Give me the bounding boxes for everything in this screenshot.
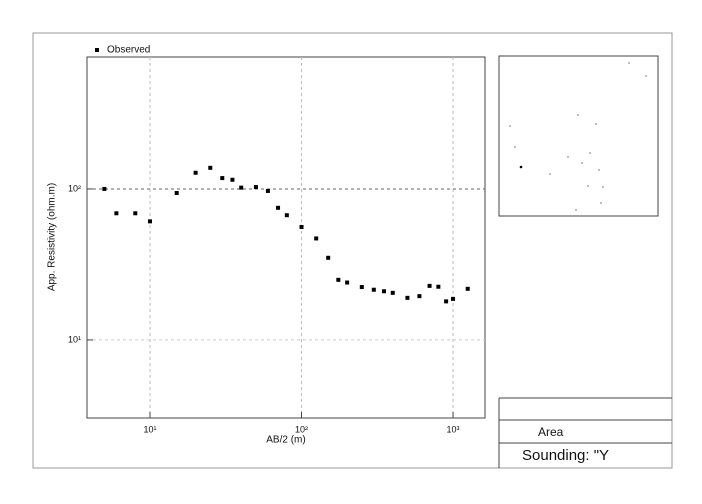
data-point: [371, 287, 376, 292]
data-point: [276, 205, 281, 210]
data-point: [174, 190, 179, 195]
y-tick-label: 10¹: [68, 334, 81, 344]
info-panel: [498, 397, 672, 468]
legend-label: Observed: [107, 45, 150, 56]
data-point: [284, 213, 289, 218]
sounding-label: Sounding: "Y: [522, 447, 609, 464]
area-label: Area: [538, 425, 564, 439]
data-point: [436, 284, 441, 289]
location-map: [498, 55, 659, 217]
data-point: [326, 255, 331, 260]
data-point: [147, 219, 152, 224]
data-point: [444, 299, 449, 304]
data-point: [359, 285, 364, 290]
data-point: [405, 295, 410, 300]
data-point: [465, 286, 470, 291]
data-point: [253, 185, 258, 190]
data-point: [427, 283, 432, 288]
y-tick-label: 10²: [68, 183, 81, 193]
data-point: [390, 290, 395, 295]
data-point: [230, 177, 235, 182]
data-point: [299, 224, 304, 229]
y-axis-label: App. Resistivity (ohm.m): [47, 183, 58, 291]
data-point: [336, 277, 341, 282]
data-point: [220, 176, 225, 181]
frame: [32, 32, 673, 469]
data-point: [345, 280, 350, 285]
data-point: [133, 211, 138, 216]
x-tick-label: 10³: [447, 424, 460, 434]
data-point: [239, 185, 244, 190]
x-axis-label: AB/2 (m): [266, 435, 305, 446]
data-point: [417, 294, 422, 299]
x-tick-label: 10¹: [143, 424, 156, 434]
data-point: [114, 211, 119, 216]
legend-marker: [95, 48, 99, 52]
data-point: [208, 165, 213, 170]
data-point: [381, 289, 386, 294]
data-point: [451, 296, 456, 301]
data-point: [193, 170, 198, 175]
data-point: [102, 186, 107, 191]
plot-area: [86, 56, 486, 419]
x-tick-label: 10²: [295, 424, 308, 434]
data-point: [265, 188, 270, 193]
data-point: [314, 236, 319, 241]
